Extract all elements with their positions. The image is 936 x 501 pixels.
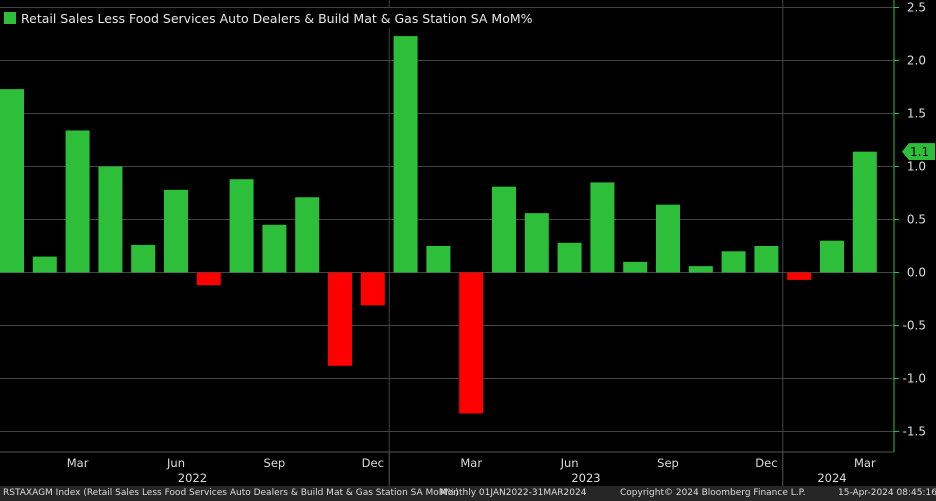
bar [328,272,352,366]
x-tick-label: Mar [854,456,876,470]
bar [360,272,385,306]
bar [492,186,516,273]
bar [688,266,713,273]
bar [656,204,680,273]
bar [590,182,615,273]
y-tick-label: 1.5 [907,107,926,121]
y-tick-label: -0.5 [903,319,926,333]
x-year-label: 2022 [178,471,207,485]
bar [393,36,418,273]
bars [0,36,877,414]
legend-swatch [4,12,16,24]
x-tick-label: Sep [264,456,286,470]
y-tick-label: 0.5 [907,213,926,227]
bar [557,242,582,273]
legend: Retail Sales Less Food Services Auto Dea… [4,8,539,28]
footer-description: RSTAXAGM Index (Retail Sales Less Food S… [3,488,459,498]
x-tick-label: Sep [657,456,679,470]
y-tick-label: -1.5 [903,425,926,439]
bar [262,224,287,273]
bar [787,272,812,280]
legend-label: Retail Sales Less Food Services Auto Dea… [21,10,533,26]
footer-range: Monthly 01JAN2022-31MAR2024 [440,488,587,498]
bar [820,240,844,273]
x-tick-label: Jun [166,456,185,470]
bar [754,246,779,273]
x-tick-label: Mar [460,456,482,470]
y-tick-label: 2.5 [907,1,926,15]
bar [196,272,221,286]
axes: 2.5 2.0 1.5 1.0 0.5 0.0 -0.5 -1.0 -1.5 Mar Jun Sep D… [0,0,926,486]
x-tick-label: Jun [560,456,579,470]
bar-chart: 2.5 2.0 1.5 1.0 0.5 0.0 -0.5 -1.0 -1.5 Mar Jun Sep D… [0,0,926,486]
bar [623,261,648,273]
bar [65,130,90,273]
y-tick-label: -1.0 [903,372,926,386]
y-tick-label: 2.0 [907,54,926,68]
bar [524,213,549,273]
bar [32,256,57,273]
y-tick-label: 1.0 [907,160,926,174]
bar [852,151,877,273]
bar [721,251,746,273]
footer-copyright: Copyright© 2024 Bloomberg Finance L.P. [620,488,806,498]
footer-timestamp: 15-Apr-2024 08:45:16 [838,488,936,498]
bar [459,272,484,414]
x-tick-label: Dec [362,456,384,470]
gridlines [0,0,894,452]
x-year-label: 2023 [571,471,600,485]
x-year-label: 2024 [817,471,846,485]
bar [295,197,320,273]
y-tick-label: 0.0 [907,266,926,280]
x-tick-label: Mar [67,456,89,470]
bar [131,244,156,273]
x-tick-label: Dec [755,456,777,470]
bar [229,179,254,273]
bar [0,89,24,273]
bar [164,189,188,273]
bar [426,246,451,273]
last-value-label: 1.1 [902,143,936,161]
bar [98,166,123,273]
footer-bar: RSTAXAGM Index (Retail Sales Less Food S… [0,486,936,501]
